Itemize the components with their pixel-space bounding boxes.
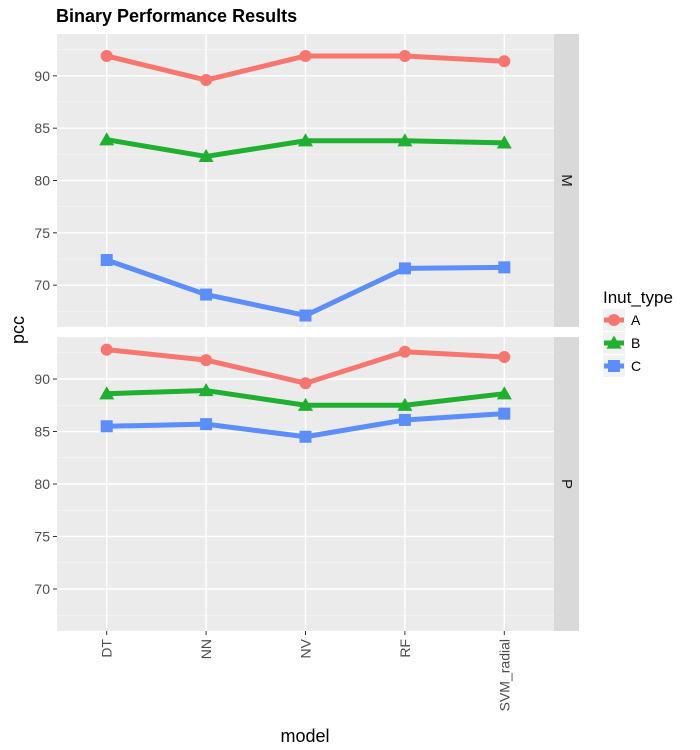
legend-marker	[608, 360, 620, 372]
data-point	[398, 345, 411, 358]
series-a	[100, 343, 511, 390]
facet-strip-label: M	[558, 174, 575, 187]
data-point	[198, 148, 214, 163]
legend-label: A	[631, 312, 641, 328]
x-tick-label: NV	[298, 638, 314, 658]
data-point	[299, 49, 312, 62]
data-point	[298, 397, 313, 411]
data-point	[498, 261, 511, 274]
data-point	[100, 49, 113, 62]
x-axis: DT NN NV RF SVM_radial	[99, 631, 512, 711]
y-tick-label: 85	[34, 120, 50, 136]
series-b	[99, 132, 512, 163]
x-tick-label: NN	[198, 639, 214, 659]
y-tick-label: 75	[34, 529, 50, 545]
y-tick-label: 90	[34, 371, 50, 387]
data-point	[496, 135, 512, 149]
facet-strip	[554, 34, 579, 327]
series-c	[100, 407, 511, 443]
data-point	[298, 133, 313, 147]
facet-panel-m: 70 75 80 85 90 M	[34, 34, 579, 327]
data-point	[198, 383, 214, 397]
data-point	[99, 132, 115, 146]
data-point	[496, 386, 512, 400]
y-tick-label: 80	[34, 476, 50, 492]
data-point	[200, 354, 213, 367]
chart-title: Binary Performance Results	[56, 6, 297, 26]
data-point	[398, 262, 411, 275]
legend-marker	[608, 314, 620, 326]
data-point	[397, 133, 413, 147]
y-tick-label: 75	[34, 225, 50, 241]
facet-panel-p: 70 75 80 85 90 P	[34, 337, 579, 631]
legend-entry-b: B	[603, 332, 640, 354]
data-point	[299, 377, 312, 390]
series-c	[100, 254, 511, 322]
data-point	[498, 350, 511, 363]
data-point	[100, 420, 113, 433]
legend-entry-c: C	[603, 355, 641, 377]
facet-strip-label: P	[558, 479, 575, 489]
y-tick-label: 85	[34, 424, 50, 440]
data-point	[200, 288, 213, 301]
facet-panels: 70 75 80 85 90 M 70 75 80 85 90 P	[34, 34, 579, 631]
x-tick-label: DT	[99, 639, 115, 658]
data-point	[200, 74, 213, 87]
x-axis-title: model	[280, 726, 329, 746]
x-tick-label: SVM_radial	[496, 639, 512, 711]
legend-label: C	[631, 358, 641, 374]
data-point	[99, 386, 115, 400]
data-point	[200, 418, 213, 431]
data-point	[299, 430, 312, 443]
y-tick-label: 90	[34, 68, 50, 84]
data-point	[398, 413, 411, 426]
legend-entry-a: A	[603, 309, 641, 331]
y-axis-title: pcc	[8, 316, 28, 344]
series-a	[100, 49, 511, 87]
data-point	[498, 55, 511, 68]
data-point	[398, 49, 411, 62]
y-tick-label: 70	[34, 277, 50, 293]
y-tick-label: 70	[34, 581, 50, 597]
data-point	[299, 309, 312, 322]
data-point	[498, 407, 511, 420]
data-point	[397, 397, 413, 411]
legend: Inut_type ABC	[603, 288, 673, 377]
legend-label: B	[631, 335, 640, 351]
data-point	[100, 343, 113, 356]
legend-marker	[606, 335, 622, 349]
legend-title: Inut_type	[603, 288, 673, 307]
series-b	[99, 383, 512, 411]
facet-strip	[554, 337, 579, 631]
x-tick-label: RF	[397, 639, 413, 658]
data-point	[100, 254, 113, 267]
y-tick-label: 80	[34, 173, 50, 189]
